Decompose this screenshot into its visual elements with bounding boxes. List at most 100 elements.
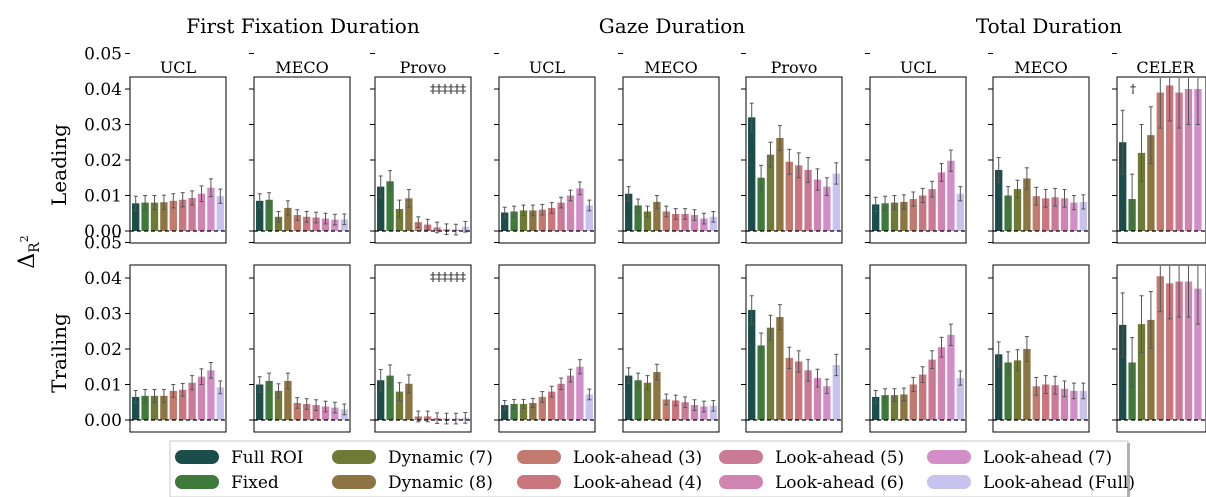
- bar-look-ahead-5: [557, 202, 565, 231]
- legend-item-look-ahead-5: Look-ahead (5): [719, 448, 904, 468]
- bar-look-ahead-6: [690, 215, 699, 231]
- bar-look-ahead-full: [216, 387, 224, 420]
- bar-dynamic-8: [653, 201, 661, 231]
- bar-dynamic-8: [529, 210, 537, 231]
- bar-look-ahead-6: [566, 375, 575, 420]
- bar-dynamic-8: [900, 394, 908, 420]
- bar-dynamic-8: [160, 395, 168, 420]
- bar-look-ahead-6: [321, 218, 330, 231]
- bar-look-ahead-5: [681, 213, 689, 231]
- bar-look-ahead-5: [928, 189, 936, 231]
- y-axis-label-base: Δ: [15, 253, 40, 269]
- bar-fixed: [1004, 362, 1012, 420]
- bar-look-ahead-6: [690, 405, 699, 420]
- y-tick-label: 0.00: [84, 411, 122, 431]
- legend-label: Fixed: [231, 473, 279, 493]
- bar-look-ahead-3: [293, 215, 301, 231]
- bar-look-ahead-4: [303, 404, 311, 420]
- bar-fixed: [757, 345, 765, 420]
- bar-fixed: [634, 380, 642, 420]
- bar-dynamic-8: [405, 383, 413, 420]
- y-tick-label: 0.01: [84, 187, 122, 207]
- bar-look-ahead-3: [293, 402, 301, 420]
- panel-first-fixation-duration-meco-leading: MECO: [249, 53, 351, 244]
- significance-annotation: ‡‡‡‡‡‡: [430, 82, 466, 96]
- bar-look-ahead-3: [662, 399, 670, 420]
- bar-fixed: [881, 395, 889, 420]
- bar-look-ahead-4: [672, 400, 680, 420]
- bar-look-ahead-4: [795, 165, 803, 231]
- bar-full-roi: [872, 204, 880, 231]
- significance-annotation: †: [1130, 82, 1136, 96]
- bar-look-ahead-5: [312, 405, 320, 420]
- bar-full-roi: [1119, 324, 1127, 420]
- bar-look-ahead-7: [823, 386, 831, 420]
- bar-look-ahead-4: [1166, 85, 1174, 231]
- bar-fixed: [510, 211, 518, 231]
- legend-label: Look-ahead (6): [775, 473, 904, 493]
- bar-dynamic-7: [519, 210, 528, 231]
- legend-swatch: [175, 475, 219, 489]
- legend-label: Dynamic (7): [388, 448, 493, 468]
- bar-look-ahead-5: [928, 359, 936, 420]
- bar-look-ahead-3: [909, 199, 917, 231]
- bar-look-ahead-5: [188, 197, 196, 231]
- bar-dynamic-7: [1137, 152, 1146, 231]
- bar-dynamic-7: [643, 211, 652, 231]
- bar-look-ahead-full: [1079, 390, 1087, 420]
- bar-fixed: [510, 404, 518, 420]
- bar-look-ahead-4: [179, 389, 187, 420]
- bar-full-roi: [748, 309, 756, 420]
- legend-item-dynamic-7: Dynamic (7): [332, 448, 493, 468]
- bar-look-ahead-3: [1032, 196, 1040, 231]
- bar-dynamic-8: [160, 202, 168, 231]
- bar-dynamic-7: [395, 391, 404, 420]
- bar-full-roi: [1119, 142, 1127, 231]
- y-tick-label: 0.04: [84, 269, 122, 289]
- bar-dynamic-8: [1147, 135, 1155, 231]
- legend-label: Dynamic (8): [388, 473, 493, 493]
- legend-swatch: [927, 450, 971, 464]
- bar-full-roi: [132, 203, 140, 231]
- y-tick-label: 0.01: [84, 376, 122, 396]
- bar-look-ahead-full: [709, 216, 717, 231]
- bar-dynamic-7: [766, 154, 775, 231]
- panel-gaze-duration-ucl-leading: UCL: [494, 53, 596, 244]
- bar-fixed: [881, 203, 889, 231]
- bar-look-ahead-6: [1184, 89, 1193, 231]
- legend-swatch: [332, 450, 376, 464]
- legend-swatch: [517, 475, 561, 489]
- y-tick-label: 0.05: [84, 45, 122, 65]
- bar-dynamic-8: [284, 380, 292, 420]
- bar-dynamic-7: [1013, 360, 1022, 420]
- bar-fixed: [141, 202, 149, 231]
- panel-gaze-duration-provo-trailing: [741, 242, 843, 433]
- bar-look-ahead-7: [700, 218, 708, 231]
- bar-look-ahead-full: [832, 364, 840, 420]
- y-axes: 0.000.010.020.030.040.050.000.010.020.03…: [84, 45, 122, 432]
- bar-look-ahead-3: [1032, 386, 1040, 420]
- bar-look-ahead-full: [709, 405, 717, 420]
- bar-dynamic-7: [150, 395, 159, 420]
- bar-look-ahead-5: [1051, 385, 1059, 420]
- bar-fixed: [1128, 362, 1136, 420]
- panel-first-fixation-duration-meco-trailing: [249, 242, 351, 433]
- bar-full-roi: [625, 193, 633, 231]
- panel-title-ucl: UCL: [900, 58, 937, 77]
- panel-total-duration-celer-leading: †CELER: [1112, 53, 1206, 244]
- bar-full-roi: [995, 354, 1003, 420]
- legend-swatch: [927, 475, 971, 489]
- bar-look-ahead-full: [832, 173, 840, 231]
- panel-title-meco: MECO: [1014, 58, 1067, 77]
- panel-gaze-duration-meco-leading: MECO: [618, 53, 720, 244]
- bar-look-ahead-4: [548, 391, 556, 420]
- bar-look-ahead-7: [823, 186, 831, 231]
- y-tick-label: 0.03: [84, 116, 122, 136]
- panel-first-fixation-duration-provo-leading: ‡‡‡‡‡‡ Provo: [370, 53, 472, 244]
- bar-dynamic-8: [1023, 349, 1031, 420]
- bar-full-roi: [256, 384, 264, 420]
- bar-fixed: [386, 181, 394, 231]
- bar-look-ahead-3: [1156, 276, 1164, 420]
- bar-dynamic-7: [766, 327, 775, 420]
- panel-gaze-duration-meco-trailing: [618, 242, 720, 433]
